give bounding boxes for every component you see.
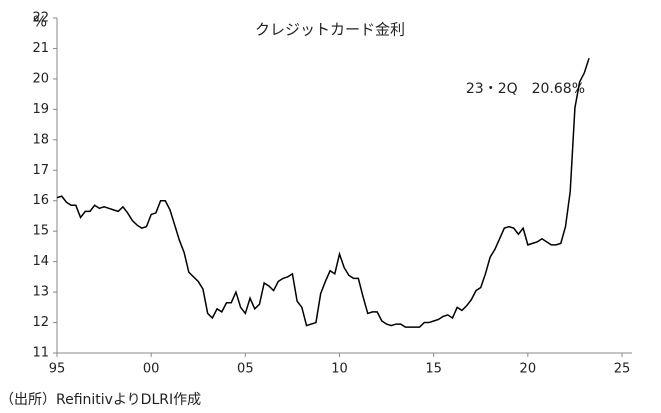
source-note: （出所）RefinitivよりDLRI作成 [0, 392, 201, 408]
x-tick-label: 20 [520, 362, 537, 377]
y-tick-label: 11 [32, 346, 49, 361]
y-tick-label: 21 [32, 41, 49, 56]
y-unit: % [33, 13, 47, 31]
y-tick-label: 14 [32, 254, 49, 269]
annotation: 23・2Q 20.68% [466, 81, 585, 97]
x-tick-label: 25 [614, 362, 631, 377]
chart-title: クレジットカード金利 [255, 21, 405, 39]
y-tick-label: 16 [32, 193, 49, 208]
y-tick-label: 17 [32, 163, 49, 178]
y-tick-label: 15 [32, 224, 49, 239]
x-tick-label: 05 [237, 362, 254, 377]
x-tick-label: 10 [331, 362, 348, 377]
y-tick-label: 18 [32, 132, 49, 147]
x-tick-label: 15 [425, 362, 442, 377]
y-tick-label: 19 [32, 102, 49, 117]
line-series [56, 57, 590, 328]
x-tick-label: 95 [49, 362, 66, 377]
y-tick-label: 13 [32, 285, 49, 300]
y-tick-label: 12 [32, 315, 49, 330]
x-tick-label: 00 [143, 362, 160, 377]
y-tick-label: 20 [32, 71, 49, 86]
y-tick-label: 22 [32, 11, 49, 26]
